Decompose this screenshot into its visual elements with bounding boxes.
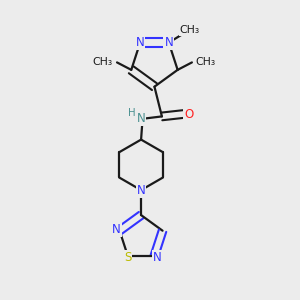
Text: O: O [184, 107, 193, 121]
Text: N: N [164, 36, 173, 49]
Text: CH₃: CH₃ [92, 57, 112, 68]
Text: S: S [124, 251, 131, 264]
Text: N: N [137, 184, 146, 196]
Text: CH₃: CH₃ [196, 57, 216, 68]
Text: N: N [136, 36, 145, 49]
Text: N: N [112, 223, 121, 236]
Text: H: H [128, 108, 136, 118]
Text: CH₃: CH₃ [179, 25, 200, 35]
Text: N: N [136, 112, 145, 125]
Text: N: N [153, 251, 162, 264]
